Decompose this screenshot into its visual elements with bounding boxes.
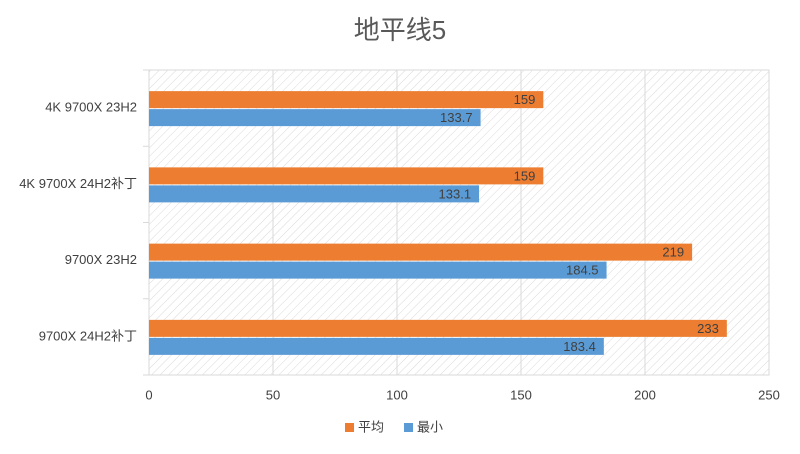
data-label: 133.7 xyxy=(440,110,473,125)
y-tick-label: 4K 9700X 23H2 xyxy=(45,100,137,115)
data-label: 133.1 xyxy=(439,186,472,201)
bar xyxy=(149,167,544,185)
bar xyxy=(149,337,604,355)
data-label: 159 xyxy=(514,168,536,183)
chart-title: 地平线5 xyxy=(354,15,446,45)
legend-label: 平均 xyxy=(358,419,384,434)
data-label: 159 xyxy=(514,92,536,107)
legend-swatch xyxy=(345,423,354,432)
x-tick-label: 150 xyxy=(510,387,532,402)
y-tick-label: 9700X 23H2 xyxy=(65,252,137,267)
data-label: 183.4 xyxy=(563,339,596,354)
x-tick-label: 0 xyxy=(145,387,152,402)
legend-swatch xyxy=(404,423,414,432)
x-tick-label: 250 xyxy=(758,387,780,402)
legend-label: 最小 xyxy=(417,419,443,434)
bar xyxy=(149,185,480,203)
bar xyxy=(149,91,544,109)
data-label: 219 xyxy=(662,245,684,260)
y-tick-label: 9700X 24H2补丁 xyxy=(39,328,137,343)
bar xyxy=(149,319,727,337)
bar xyxy=(149,243,693,261)
x-tick-label: 200 xyxy=(634,387,656,402)
bar xyxy=(149,261,607,279)
x-tick-label: 50 xyxy=(266,387,280,402)
data-label: 233 xyxy=(697,321,719,336)
y-tick-label: 4K 9700X 24H2补丁 xyxy=(19,176,137,191)
bar xyxy=(149,109,481,127)
x-tick-label: 100 xyxy=(386,387,408,402)
data-label: 184.5 xyxy=(566,263,599,278)
